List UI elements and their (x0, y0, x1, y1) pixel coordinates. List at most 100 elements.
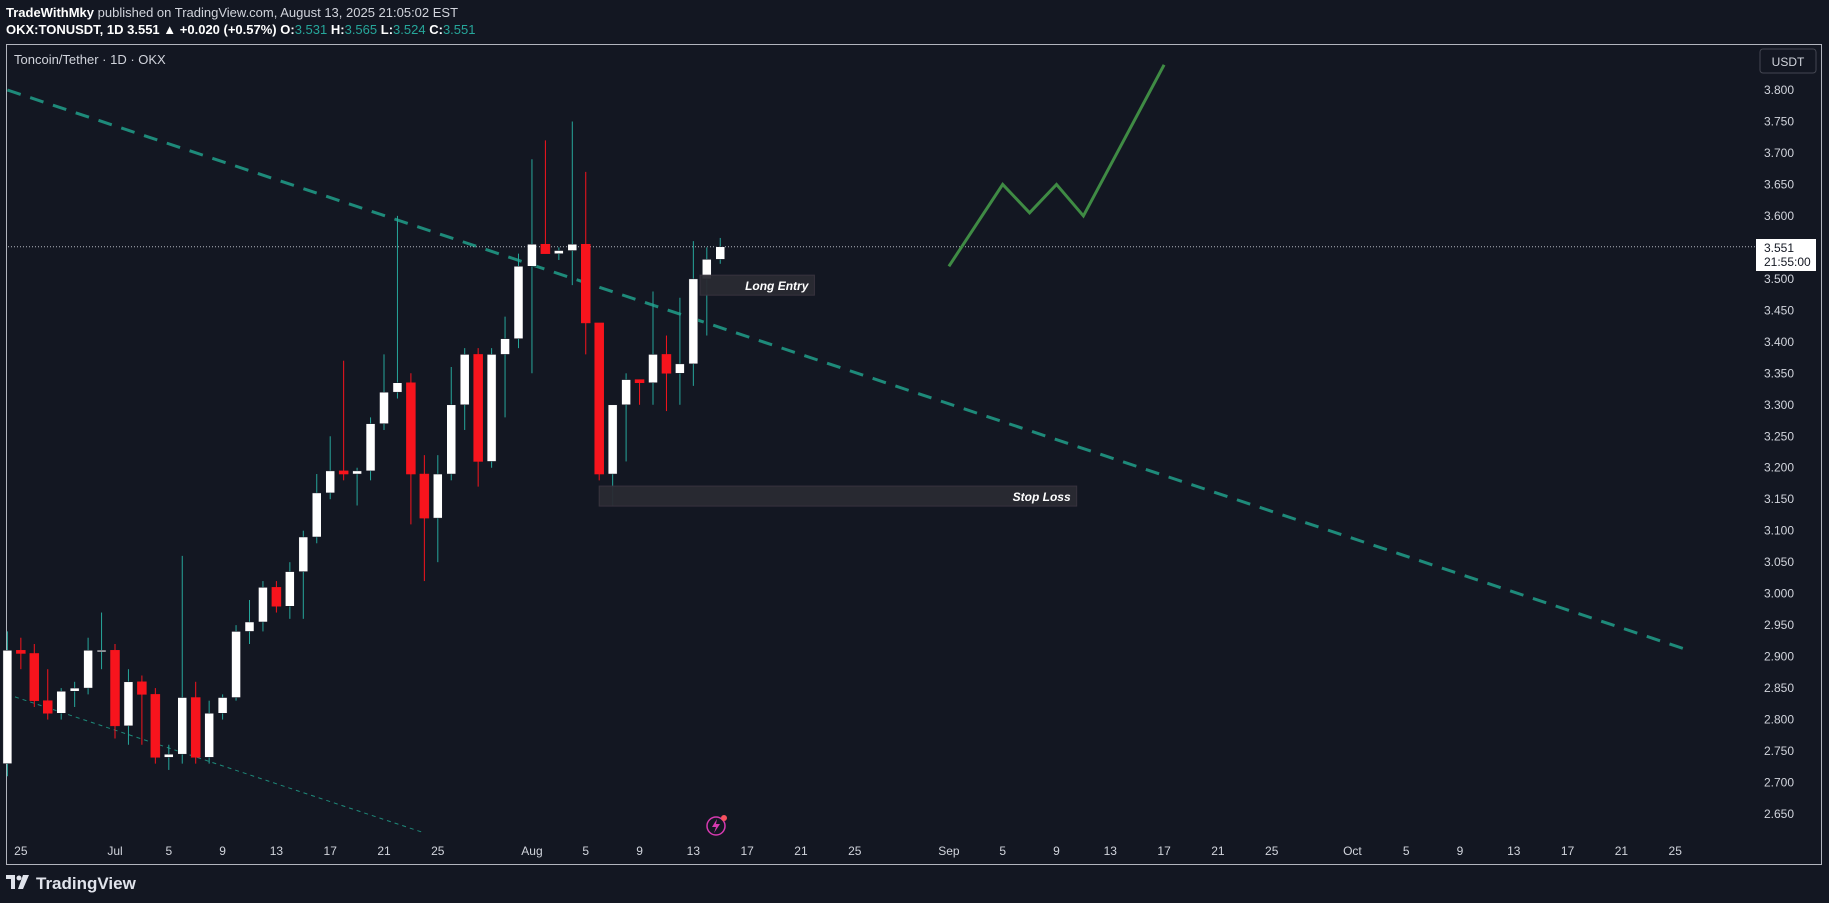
x-tick-label: 17 (324, 844, 338, 858)
candle-body (513, 266, 524, 339)
high-value: 3.565 (344, 22, 378, 37)
y-tick-label: 2.950 (1764, 618, 1794, 632)
candle-body (486, 354, 497, 462)
candle-body (231, 631, 241, 698)
candle-body (312, 492, 322, 538)
candle-body (190, 697, 201, 758)
candle-body (298, 536, 309, 572)
stop-loss-box (598, 485, 1078, 507)
candle-body (69, 687, 80, 692)
y-tick-label: 2.700 (1764, 776, 1794, 790)
candle-body (473, 354, 483, 462)
x-tick-label: 25 (1265, 844, 1279, 858)
y-tick-label: 3.100 (1764, 524, 1794, 538)
x-tick-label: 17 (740, 844, 754, 858)
countdown-value: 21:55:00 (1764, 255, 1811, 269)
candle-body (271, 587, 282, 607)
lower-trendline (7, 693, 425, 834)
x-tick-label: 5 (582, 844, 589, 858)
candle-body (137, 681, 147, 695)
long-entry-box (699, 274, 815, 296)
currency-button[interactable]: USDT (1759, 48, 1817, 74)
x-tick-label: 5 (165, 844, 172, 858)
x-tick-label: 25 (848, 844, 862, 858)
candle-body (177, 697, 187, 755)
candle-body (2, 650, 13, 764)
candle-body (446, 404, 456, 475)
y-tick-label: 3.250 (1764, 429, 1794, 443)
tradingview-logo-icon (6, 874, 30, 894)
candle-body (83, 650, 93, 689)
upper-trendline (6, 88, 1690, 652)
candle-body (16, 650, 26, 654)
low-label: L: (380, 22, 394, 37)
projection-path (947, 64, 1166, 268)
x-tick-label: 13 (687, 844, 701, 858)
tradingview-footer[interactable]: TradingView (6, 874, 136, 894)
x-tick-label: Oct (1343, 844, 1362, 858)
y-tick-label: 2.900 (1764, 650, 1794, 664)
close-value: 3.551 (442, 22, 476, 37)
candle-body (217, 697, 228, 714)
publish-line: TradeWithMky published on TradingView.co… (6, 5, 458, 20)
candle-body (715, 246, 725, 260)
candle-body (433, 473, 443, 519)
open-value: 3.531 (294, 22, 328, 37)
candle-body (500, 338, 510, 355)
tradingview-brand: TradingView (36, 874, 136, 893)
candle-body (365, 423, 376, 472)
stop-loss-label: Stop Loss (1013, 490, 1071, 504)
symbol-label: OKX:TONUSDT, 1D (6, 22, 124, 37)
ohlc-line: OKX:TONUSDT, 1D 3.551 ▲ +0.020 (+0.57%) … (6, 22, 475, 37)
published-text: published on TradingView.com, August 13,… (97, 5, 459, 20)
x-tick-label: 21 (794, 844, 808, 858)
y-tick-label: 3.500 (1764, 272, 1794, 286)
candle-body (96, 650, 107, 653)
candle-body (661, 354, 672, 374)
price-tag-value: 3.551 (1764, 241, 1794, 255)
candle-body (352, 470, 362, 475)
x-tick-label: 9 (1053, 844, 1060, 858)
y-tick-label: 3.600 (1764, 209, 1794, 223)
candle-body (325, 470, 335, 494)
y-tick-label: 3.400 (1764, 335, 1794, 349)
candle-body (164, 753, 174, 758)
x-tick-label: 9 (636, 844, 643, 858)
candle-body (581, 243, 591, 324)
y-tick-label: 3.650 (1764, 177, 1794, 191)
publisher-name[interactable]: TradeWithMky (6, 5, 95, 20)
long-entry-label: Long Entry (745, 279, 810, 293)
flash-icon[interactable] (706, 815, 727, 836)
x-tick-label: 9 (219, 844, 226, 858)
price-tag: 3.551 21:55:00 (1756, 239, 1816, 271)
x-tick-label: Aug (521, 844, 542, 858)
candle-body (43, 700, 53, 714)
candle-body (392, 382, 403, 393)
candle-body (621, 379, 631, 406)
candle-body (29, 653, 40, 701)
x-tick-label: 21 (1615, 844, 1629, 858)
y-tick-label: 2.800 (1764, 713, 1794, 727)
x-tick-label: 5 (999, 844, 1006, 858)
x-tick-label: 13 (1507, 844, 1521, 858)
x-tick-label: 25 (14, 844, 28, 858)
candle-body (540, 243, 551, 254)
close-label: C: (429, 22, 443, 37)
candle-body (56, 690, 66, 714)
last-price-value: 3.551 (127, 22, 160, 37)
candle-body (567, 243, 578, 251)
y-tick-label: 2.650 (1764, 807, 1794, 821)
candle-body (338, 470, 349, 475)
x-tick-label: 13 (270, 844, 284, 858)
chart-title: Toncoin/Tether · 1D · OKX (14, 52, 166, 67)
candle-body (150, 694, 161, 758)
candle-body (419, 473, 430, 519)
candle-body (675, 363, 685, 374)
x-tick-label: Jul (107, 844, 122, 858)
y-tick-label: 3.050 (1764, 555, 1794, 569)
currency-label: USDT (1772, 55, 1805, 69)
x-tick-label: 21 (1211, 844, 1225, 858)
x-tick-label: 17 (1157, 844, 1171, 858)
y-tick-label: 3.450 (1764, 303, 1794, 317)
